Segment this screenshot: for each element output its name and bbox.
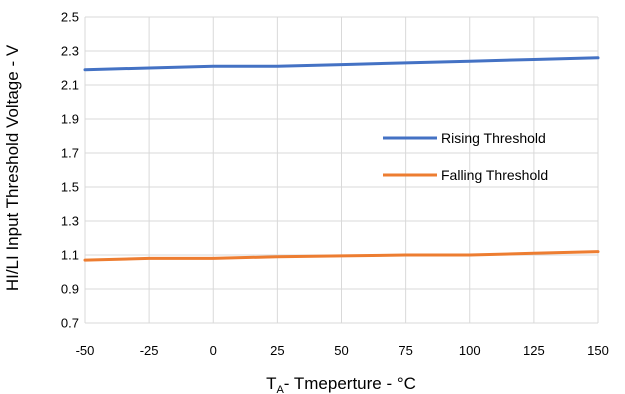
y-tick-label: 0.9 [61,282,79,297]
legend-label-0: Rising Threshold [441,130,546,146]
x-axis-title: TA- Tmeperture - °C [266,374,416,394]
x-tick-label: 100 [459,343,481,358]
series-line-0 [83,56,600,72]
x-tick-label: 150 [587,343,609,358]
y-tick-label: 1.5 [61,180,79,195]
data-series [83,56,600,262]
legend-label-1: Falling Threshold [441,167,548,183]
x-tick-label: 125 [523,343,545,358]
x-tick-label: 75 [398,343,412,358]
x-tick-label: 50 [334,343,348,358]
x-tick-label: 25 [270,343,284,358]
y-tick-label: 0.7 [61,316,79,331]
x-axis-title-text: - Tmeperture - °C [284,374,416,393]
series-line-1 [83,250,600,262]
y-tick-labels: 0.7 0.9 1.1 1.3 1.5 1.7 1.9 2.1 2.3 2.5 [61,10,79,331]
y-tick-label: 2.5 [61,10,79,25]
y-axis-title: HI/LI Input Threshold Voltage - V [3,44,22,291]
x-tick-label: -50 [76,343,95,358]
x-axis-title-subscript: A [276,384,284,394]
x-tick-label: 0 [210,343,217,358]
y-tick-label: 2.3 [61,44,79,59]
y-tick-label: 1.9 [61,112,79,127]
x-tick-labels: -50 -25 0 25 50 75 100 125 150 [76,343,609,358]
x-axis-title-symbol: T [266,374,276,393]
y-tick-label: 1.3 [61,214,79,229]
legend: Rising Threshold Falling Threshold [383,130,548,183]
y-tick-label: 1.1 [61,248,79,263]
x-tick-label: -25 [140,343,159,358]
y-tick-label: 1.7 [61,146,79,161]
y-tick-label: 2.1 [61,78,79,93]
